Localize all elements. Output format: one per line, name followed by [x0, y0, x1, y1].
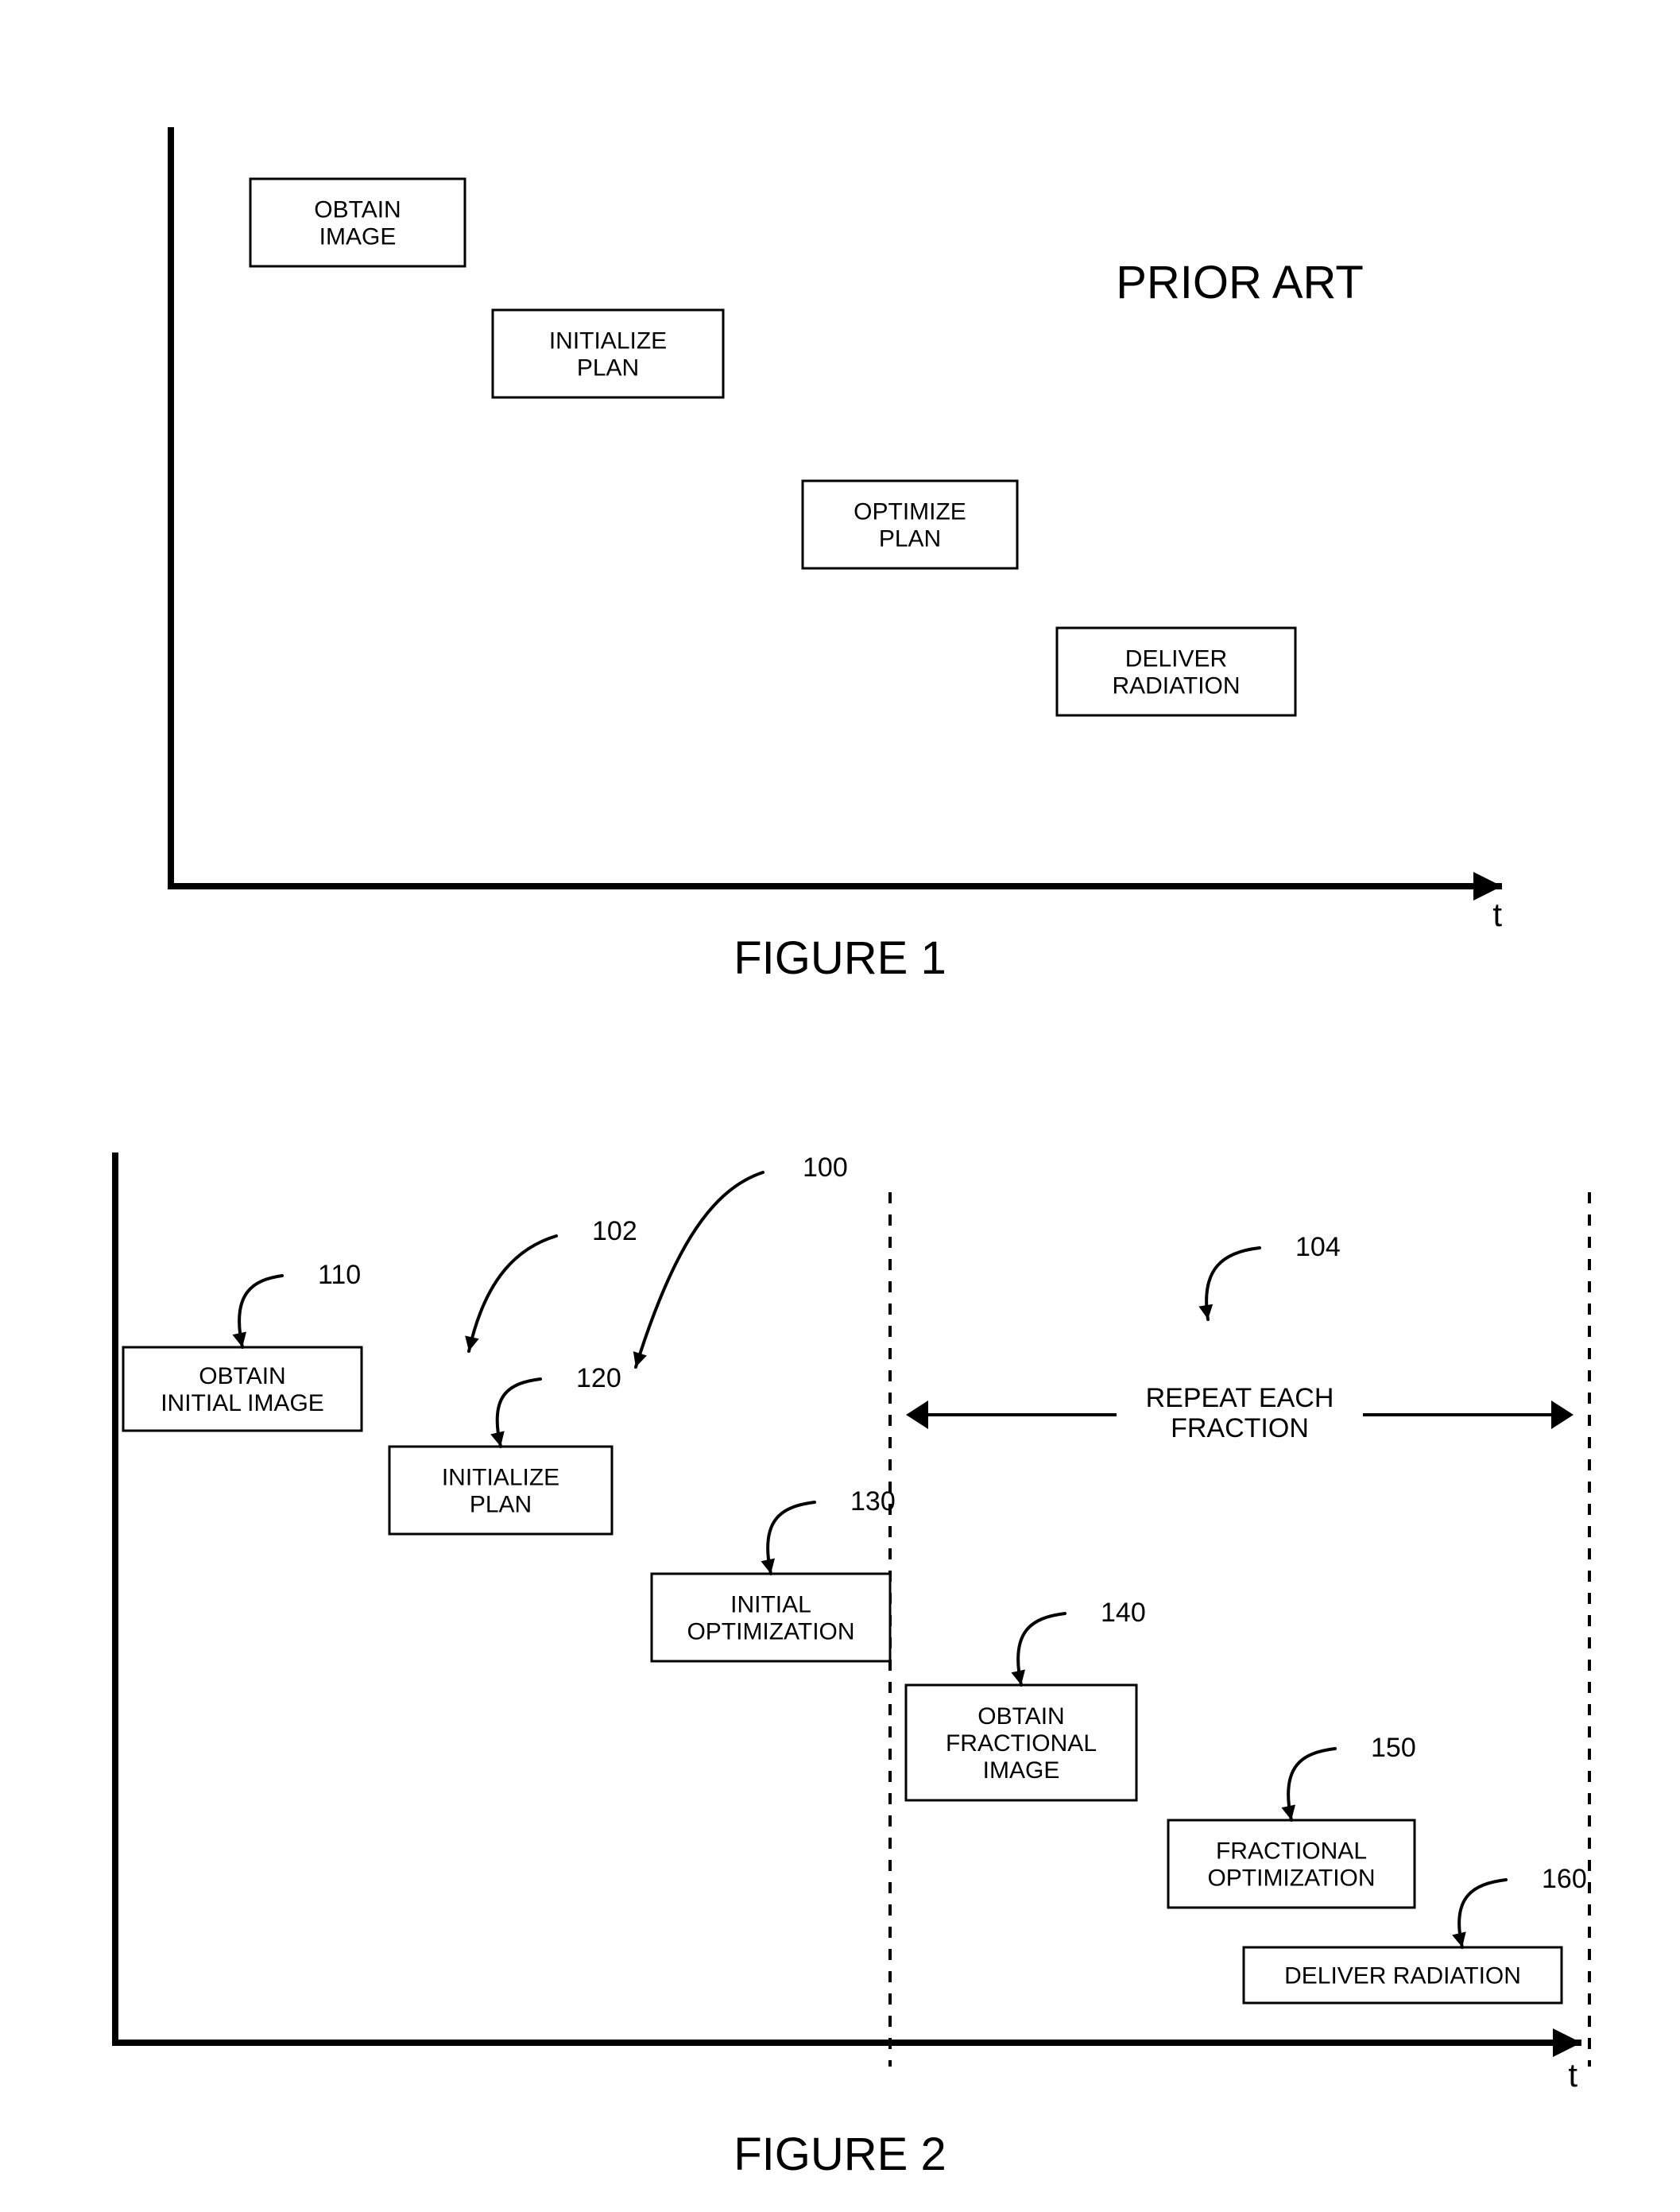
svg-text:OBTAIN: OBTAIN — [314, 197, 401, 223]
svg-text:FRACTIONAL: FRACTIONAL — [1216, 1838, 1367, 1865]
svg-text:FRACTION: FRACTION — [1171, 1413, 1309, 1443]
svg-text:120: 120 — [576, 1363, 621, 1393]
svg-text:PLAN: PLAN — [577, 355, 639, 382]
f2-obtain-initial: OBTAININITIAL IMAGE — [123, 1347, 362, 1431]
svg-text:150: 150 — [1371, 1733, 1416, 1763]
svg-text:140: 140 — [1101, 1598, 1146, 1628]
f2-init-opt: INITIALOPTIMIZATION — [652, 1574, 890, 1661]
f2-frac-opt: FRACTIONALOPTIMIZATION — [1168, 1820, 1415, 1908]
svg-text:t: t — [1492, 896, 1502, 933]
svg-text:FRACTIONAL: FRACTIONAL — [946, 1730, 1097, 1757]
svg-text:OBTAIN: OBTAIN — [199, 1363, 285, 1389]
svg-text:OPTIMIZATION: OPTIMIZATION — [687, 1619, 854, 1645]
svg-text:RADIATION: RADIATION — [1112, 673, 1240, 699]
f1-optimize-plan: OPTIMIZEPLAN — [803, 481, 1017, 568]
svg-text:INITIALIZE: INITIALIZE — [549, 328, 667, 354]
f2-obtain-frac: OBTAINFRACTIONALIMAGE — [906, 1685, 1136, 1800]
f1-initialize-plan: INITIALIZEPLAN — [493, 310, 723, 397]
svg-text:IMAGE: IMAGE — [319, 224, 397, 250]
svg-text:104: 104 — [1295, 1232, 1341, 1262]
svg-text:INITIAL: INITIAL — [730, 1592, 811, 1618]
svg-text:160: 160 — [1542, 1864, 1587, 1894]
f1-deliver-rad: DELIVERRADIATION — [1057, 628, 1295, 715]
svg-text:INITIALIZE: INITIALIZE — [442, 1465, 559, 1491]
figure2-caption: FIGURE 2 — [734, 2129, 946, 2180]
svg-text:INITIAL IMAGE: INITIAL IMAGE — [161, 1390, 324, 1416]
f2-init-plan: INITIALIZEPLAN — [389, 1447, 612, 1534]
svg-text:OPTIMIZE: OPTIMIZE — [854, 499, 966, 525]
svg-text:OPTIMIZATION: OPTIMIZATION — [1207, 1865, 1375, 1892]
svg-text:102: 102 — [592, 1216, 637, 1246]
svg-text:REPEAT EACH: REPEAT EACH — [1146, 1383, 1334, 1413]
svg-text:PLAN: PLAN — [879, 526, 941, 552]
svg-text:130: 130 — [850, 1486, 896, 1517]
prior-art-label: PRIOR ART — [1116, 257, 1364, 308]
svg-text:100: 100 — [803, 1152, 848, 1183]
svg-text:PLAN: PLAN — [470, 1492, 532, 1518]
svg-text:DELIVER RADIATION: DELIVER RADIATION — [1284, 1963, 1521, 1989]
svg-text:t: t — [1568, 2056, 1577, 2094]
svg-text:OBTAIN: OBTAIN — [977, 1703, 1064, 1730]
svg-text:110: 110 — [318, 1260, 361, 1290]
svg-text:IMAGE: IMAGE — [983, 1757, 1060, 1784]
svg-text:DELIVER: DELIVER — [1125, 646, 1227, 672]
figure1-caption: FIGURE 1 — [734, 932, 946, 984]
f1-obtain-image: OBTAINIMAGE — [250, 179, 465, 266]
f2-deliver: DELIVER RADIATION — [1244, 1947, 1562, 2003]
